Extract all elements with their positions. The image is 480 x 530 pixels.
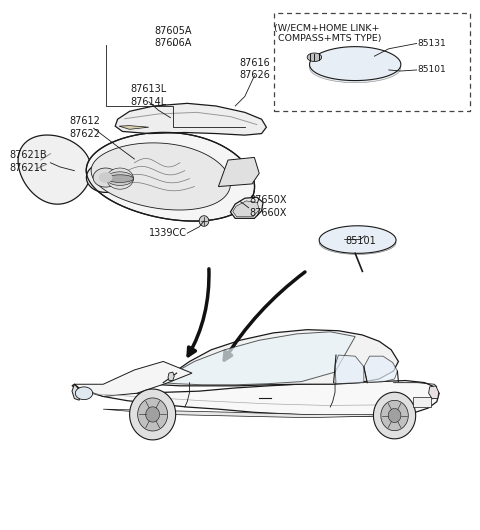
Polygon shape bbox=[72, 384, 81, 400]
Polygon shape bbox=[74, 361, 192, 396]
Polygon shape bbox=[103, 409, 410, 418]
Polygon shape bbox=[310, 47, 401, 81]
Polygon shape bbox=[429, 386, 439, 399]
Text: 87616
87626: 87616 87626 bbox=[239, 57, 270, 81]
Polygon shape bbox=[158, 330, 398, 386]
Polygon shape bbox=[138, 398, 168, 431]
Polygon shape bbox=[107, 175, 133, 182]
Text: 87605A
87606A: 87605A 87606A bbox=[154, 25, 192, 49]
Text: 85131: 85131 bbox=[418, 39, 446, 48]
Polygon shape bbox=[72, 381, 439, 416]
Polygon shape bbox=[86, 132, 254, 221]
Text: 87612
87622: 87612 87622 bbox=[70, 116, 101, 139]
Polygon shape bbox=[91, 143, 230, 210]
Polygon shape bbox=[99, 172, 112, 183]
Polygon shape bbox=[75, 387, 93, 400]
Polygon shape bbox=[119, 126, 149, 129]
Text: 85101: 85101 bbox=[346, 236, 376, 246]
Polygon shape bbox=[319, 226, 396, 253]
Polygon shape bbox=[163, 332, 355, 385]
Polygon shape bbox=[364, 356, 397, 383]
Text: 85101: 85101 bbox=[418, 66, 446, 74]
Polygon shape bbox=[388, 409, 401, 422]
Polygon shape bbox=[115, 103, 266, 135]
Text: 87621B
87621C: 87621B 87621C bbox=[10, 150, 47, 173]
Polygon shape bbox=[381, 400, 408, 431]
Polygon shape bbox=[107, 168, 133, 189]
Polygon shape bbox=[18, 135, 91, 204]
Text: 87613L
87614L: 87613L 87614L bbox=[131, 84, 167, 107]
Polygon shape bbox=[168, 372, 174, 381]
Polygon shape bbox=[93, 168, 118, 187]
Polygon shape bbox=[230, 197, 263, 218]
Polygon shape bbox=[86, 163, 125, 192]
Polygon shape bbox=[373, 392, 416, 439]
Polygon shape bbox=[130, 389, 176, 440]
Text: 1339CC: 1339CC bbox=[149, 228, 187, 238]
Polygon shape bbox=[199, 216, 209, 226]
Polygon shape bbox=[233, 201, 259, 217]
Polygon shape bbox=[335, 355, 364, 384]
Text: 87650X
87660X: 87650X 87660X bbox=[250, 195, 287, 218]
Bar bbox=[274, 13, 470, 111]
Polygon shape bbox=[107, 172, 133, 185]
Text: (W/ECM+HOME LINK+
  COMPASS+MTS TYPE): (W/ECM+HOME LINK+ COMPASS+MTS TYPE) bbox=[272, 24, 381, 43]
Polygon shape bbox=[218, 157, 259, 187]
Polygon shape bbox=[310, 53, 401, 83]
Polygon shape bbox=[319, 231, 396, 254]
Polygon shape bbox=[307, 53, 322, 61]
Polygon shape bbox=[146, 407, 159, 422]
Bar bbox=[413, 398, 431, 407]
